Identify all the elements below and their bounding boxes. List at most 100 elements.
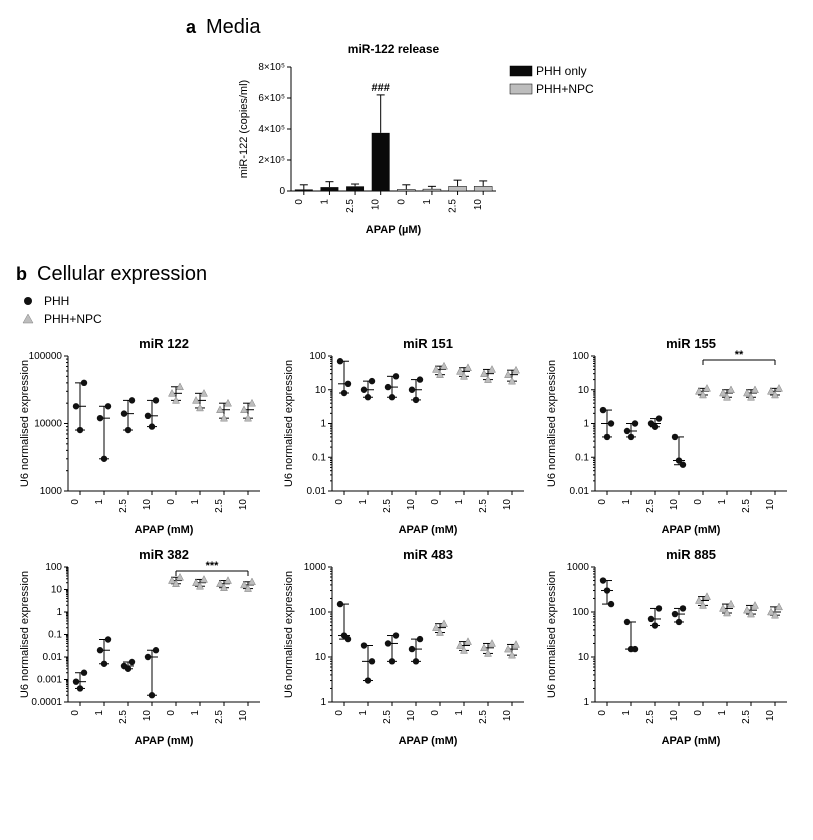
data-point bbox=[656, 605, 662, 611]
data-point bbox=[384, 384, 390, 390]
data-point bbox=[153, 647, 159, 653]
data-point bbox=[628, 434, 634, 440]
panel-a: a Media miR-122 release02×10⁵4×10⁵6×10⁵8… bbox=[16, 16, 797, 239]
data-point bbox=[360, 387, 366, 393]
chart-title: miR 885 bbox=[666, 547, 716, 562]
ytick-label: 1000 bbox=[303, 562, 326, 573]
ylabel: U6 normalised expression bbox=[19, 360, 31, 487]
xlabel: APAP (mM) bbox=[662, 524, 721, 536]
xtick-label: 0 bbox=[693, 710, 704, 716]
xtick-label: 1 bbox=[190, 499, 201, 505]
ytick-label: 2×10⁵ bbox=[258, 155, 285, 166]
legend-item: PHH bbox=[20, 294, 797, 308]
xtick-label: 0 bbox=[597, 710, 608, 716]
data-point bbox=[360, 642, 366, 648]
xtick-label: 10 bbox=[142, 710, 153, 722]
legend-label: PHH bbox=[44, 294, 69, 308]
chart-title: miR 155 bbox=[666, 336, 716, 351]
data-point bbox=[121, 410, 127, 416]
panel-b-label: b bbox=[16, 264, 27, 285]
xlabel: APAP (mM) bbox=[398, 735, 457, 747]
xtick-label: 0 bbox=[693, 499, 704, 505]
data-point bbox=[340, 390, 346, 396]
data-point bbox=[149, 692, 155, 698]
data-point bbox=[77, 427, 83, 433]
ytick-label: 0.01 bbox=[43, 652, 63, 663]
xtick-label: 0 bbox=[70, 499, 81, 505]
scatter-panel: miR 3820.00010.0010.010.1110100U6 normal… bbox=[16, 545, 270, 750]
xtick-label: 10 bbox=[371, 199, 382, 211]
xtick-label: 0 bbox=[294, 199, 305, 205]
data-point bbox=[344, 636, 350, 642]
data-point bbox=[632, 646, 638, 652]
xtick-label: 2.5 bbox=[382, 499, 393, 513]
legend-item: PHH+NPC bbox=[20, 312, 797, 326]
data-point bbox=[672, 611, 678, 617]
panel-b: b Cellular expression PHH PHH+NPC miR 122… bbox=[16, 263, 797, 750]
ytick-label: 10 bbox=[315, 652, 327, 663]
data-point bbox=[416, 636, 422, 642]
xtick-label: 1 bbox=[422, 199, 433, 205]
chart-title: miR 151 bbox=[403, 336, 453, 351]
ytick-label: 10000 bbox=[34, 419, 62, 430]
chart-title: miR 483 bbox=[403, 547, 453, 562]
data-point bbox=[368, 658, 374, 664]
xtick-label: 2.5 bbox=[478, 499, 489, 513]
data-point bbox=[676, 619, 682, 625]
bar bbox=[474, 186, 492, 191]
xtick-label: 10 bbox=[238, 710, 249, 722]
xtick-label: 2.5 bbox=[741, 499, 752, 513]
ytick-label: 10 bbox=[578, 652, 590, 663]
data-point bbox=[125, 427, 131, 433]
data-point bbox=[97, 415, 103, 421]
xtick-label: 10 bbox=[669, 710, 680, 722]
xtick-label: 1 bbox=[358, 499, 369, 505]
ytick-label: 0.01 bbox=[570, 486, 590, 497]
xlabel: APAP (mM) bbox=[398, 524, 457, 536]
ytick-label: 4×10⁵ bbox=[258, 124, 285, 135]
data-point bbox=[624, 619, 630, 625]
data-point bbox=[344, 381, 350, 387]
significance: *** bbox=[206, 560, 220, 572]
xtick-label: 10 bbox=[406, 710, 417, 722]
xtick-label: 1 bbox=[319, 199, 330, 205]
bar bbox=[346, 186, 364, 191]
panel-b-legend: PHH PHH+NPC bbox=[20, 294, 797, 326]
data-point bbox=[392, 632, 398, 638]
data-point bbox=[73, 403, 79, 409]
xtick-label: 10 bbox=[765, 710, 776, 722]
data-point bbox=[101, 661, 107, 667]
ytick-label: 0 bbox=[279, 186, 285, 197]
data-point bbox=[632, 420, 638, 426]
ytick-label: 0.1 bbox=[48, 630, 62, 641]
chart-title: miR 122 bbox=[139, 336, 189, 351]
xtick-label: 10 bbox=[502, 499, 513, 511]
ytick-label: 10 bbox=[51, 585, 63, 596]
data-point bbox=[388, 394, 394, 400]
scatter-panel: miR 8851101001000U6 normalised expressio… bbox=[543, 545, 797, 750]
scatter-panel: miR 4831101001000U6 normalised expressio… bbox=[280, 545, 534, 750]
panel-b-title: Cellular expression bbox=[37, 263, 207, 286]
data-point bbox=[81, 670, 87, 676]
xtick-label: 0 bbox=[430, 499, 441, 505]
xtick-label: 1 bbox=[94, 710, 105, 716]
xtick-label: 1 bbox=[717, 499, 728, 505]
data-point bbox=[392, 373, 398, 379]
data-point bbox=[81, 380, 87, 386]
xtick-label: 1 bbox=[621, 499, 632, 505]
panel-a-chart: miR-122 release02×10⁵4×10⁵6×10⁵8×10⁵miR-… bbox=[236, 39, 797, 239]
data-point bbox=[145, 654, 151, 660]
ytick-label: 0.001 bbox=[37, 675, 62, 686]
data-point bbox=[652, 622, 658, 628]
data-point bbox=[105, 636, 111, 642]
xlabel: APAP (mM) bbox=[662, 735, 721, 747]
panel-a-label: a bbox=[186, 17, 196, 38]
xtick-label: 2.5 bbox=[645, 499, 656, 513]
xtick-label: 2.5 bbox=[645, 710, 656, 724]
data-point bbox=[153, 397, 159, 403]
scatter-panel: miR 1550.010.1110100U6 normalised expres… bbox=[543, 334, 797, 539]
data-point bbox=[97, 647, 103, 653]
xtick-label: 1 bbox=[717, 710, 728, 716]
bar bbox=[320, 187, 338, 191]
data-point bbox=[652, 424, 658, 430]
